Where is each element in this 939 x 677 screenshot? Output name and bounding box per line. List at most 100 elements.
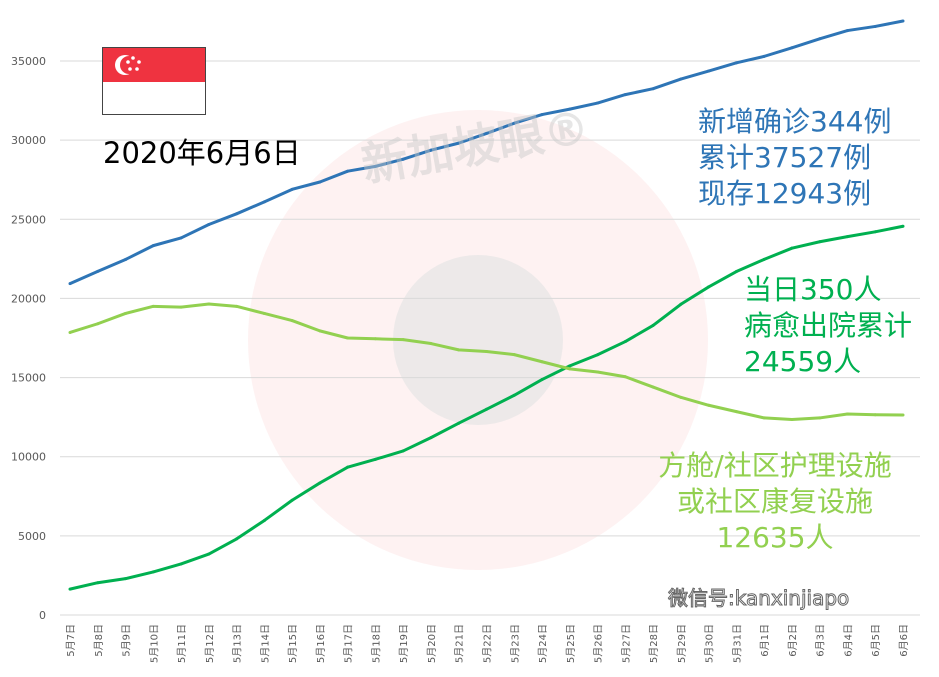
data-point xyxy=(568,367,572,371)
data-point xyxy=(512,353,516,357)
data-point xyxy=(429,148,433,152)
y-tick-label: 25000 xyxy=(11,213,46,226)
x-tick-label: 5月29日 xyxy=(676,624,688,663)
data-point xyxy=(318,329,322,333)
chart-date-title: 2020年6月6日 xyxy=(103,136,301,170)
x-tick-label: 5月28日 xyxy=(648,624,660,663)
x-tick-label: 5月24日 xyxy=(537,624,549,663)
data-point xyxy=(596,353,600,357)
data-point xyxy=(901,413,905,417)
data-point xyxy=(401,449,405,453)
recovered-annotation: 当日350人 病愈出院累计 24559人 xyxy=(744,272,912,380)
data-point xyxy=(540,360,544,364)
x-tick-label: 5月22日 xyxy=(482,624,494,663)
y-tick-label: 0 xyxy=(39,609,46,622)
x-tick-label: 5月17日 xyxy=(343,624,355,663)
data-point xyxy=(262,518,266,522)
data-point xyxy=(124,311,128,315)
data-point xyxy=(235,537,239,541)
y-tick-label: 20000 xyxy=(11,292,46,305)
data-point xyxy=(96,269,100,273)
x-tick-label: 6月5日 xyxy=(870,624,882,657)
x-tick-label: 5月26日 xyxy=(593,624,605,663)
x-tick-label: 5月8日 xyxy=(93,624,105,657)
total-cases-annotation: 新增确诊344例 累计37527例 现存12943例 xyxy=(698,104,891,212)
x-tick-label: 6月4日 xyxy=(842,624,854,657)
data-point xyxy=(457,421,461,425)
data-point xyxy=(845,29,849,33)
data-point xyxy=(818,240,822,244)
data-point xyxy=(346,465,350,469)
x-tick-label: 5月18日 xyxy=(370,624,382,663)
x-tick-label: 5月19日 xyxy=(398,624,410,663)
x-tick-label: 6月1日 xyxy=(759,624,771,657)
x-tick-label: 6月3日 xyxy=(815,624,827,657)
data-point xyxy=(235,304,239,308)
annotation-line: 12635人 xyxy=(716,521,834,554)
data-point xyxy=(151,304,155,308)
data-point xyxy=(290,187,294,191)
y-tick-label: 10000 xyxy=(11,451,46,464)
data-point xyxy=(596,370,600,374)
data-point xyxy=(68,282,72,286)
data-point xyxy=(790,418,794,422)
data-point xyxy=(679,395,683,399)
x-tick-label: 5月30日 xyxy=(704,624,716,663)
x-tick-label: 5月15日 xyxy=(287,624,299,663)
data-point xyxy=(651,385,655,389)
data-point xyxy=(318,481,322,485)
data-point xyxy=(429,342,433,346)
data-point xyxy=(873,413,877,417)
community-facility-annotation: 方舱/社区护理设施 或社区康复设施 12635人 xyxy=(630,448,920,556)
x-tick-label: 5月14日 xyxy=(259,624,271,663)
data-point xyxy=(290,498,294,502)
data-point xyxy=(707,403,711,407)
data-point xyxy=(540,113,544,117)
data-point xyxy=(207,302,211,306)
watermark-logo xyxy=(248,110,708,570)
x-tick-label: 5月12日 xyxy=(204,624,216,663)
data-point xyxy=(151,244,155,248)
data-point xyxy=(679,77,683,81)
data-point xyxy=(707,285,711,289)
data-point xyxy=(651,87,655,91)
data-point xyxy=(873,230,877,234)
data-point xyxy=(818,37,822,41)
x-tick-label: 6月6日 xyxy=(898,624,910,657)
data-point xyxy=(818,416,822,420)
data-point xyxy=(151,570,155,574)
data-point xyxy=(207,222,211,226)
data-point xyxy=(68,587,72,591)
x-tick-label: 5月21日 xyxy=(454,624,466,663)
x-tick-label: 5月25日 xyxy=(565,624,577,663)
x-tick-label: 5月11日 xyxy=(176,624,188,663)
data-point xyxy=(124,257,128,261)
data-point xyxy=(790,246,794,250)
data-point xyxy=(596,101,600,105)
x-tick-label: 5月27日 xyxy=(620,624,632,663)
data-point xyxy=(623,375,627,379)
data-point xyxy=(540,378,544,382)
data-point xyxy=(873,24,877,28)
data-point xyxy=(262,200,266,204)
x-tick-label: 5月10日 xyxy=(148,624,160,663)
annotation-line: 当日350人 xyxy=(744,273,882,306)
y-tick-label: 35000 xyxy=(11,55,46,68)
data-point xyxy=(734,270,738,274)
data-point xyxy=(373,337,377,341)
x-tick-label: 5月20日 xyxy=(426,624,438,663)
data-point xyxy=(485,407,488,411)
data-point xyxy=(901,19,905,23)
data-point xyxy=(179,236,183,240)
annotation-line: 现存12943例 xyxy=(698,177,872,210)
flag-graphic xyxy=(103,48,205,82)
annotation-line: 病愈出院累计 xyxy=(744,309,913,342)
x-tick-label: 5月13日 xyxy=(232,624,244,663)
x-tick-label: 5月7日 xyxy=(65,624,77,657)
y-tick-label: 15000 xyxy=(11,372,46,385)
data-point xyxy=(485,131,488,135)
data-point xyxy=(845,412,849,416)
x-tick-label: 5月16日 xyxy=(315,624,327,663)
